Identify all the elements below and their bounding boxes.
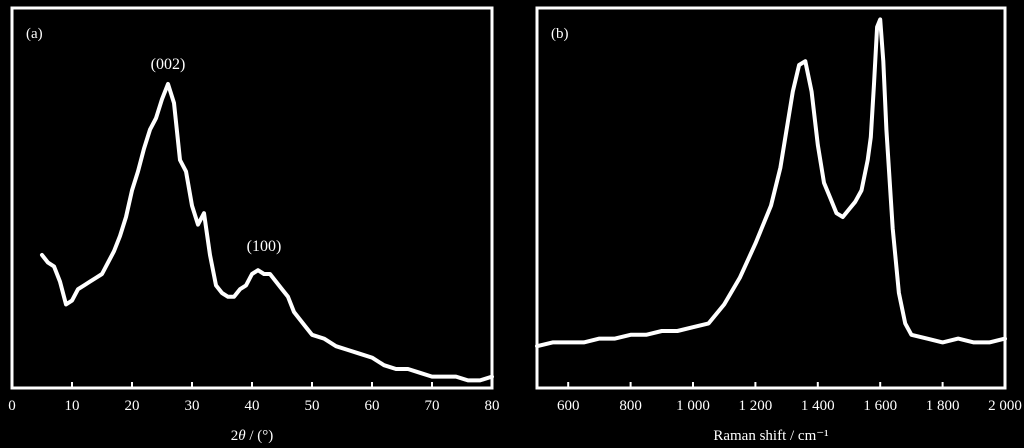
panel-a-series-line [40, 82, 494, 383]
x-axis-label-suffix: / (°) [246, 428, 274, 444]
annotation-100: (100) [247, 238, 282, 255]
panel-b-plot-frame [535, 6, 1007, 390]
x-tick-label: 1 000 [676, 398, 710, 414]
panel-b-x-axis-label: Raman shift / cm⁻¹ [713, 428, 828, 444]
panel-a-x-axis-label: 2θ / (°) [231, 428, 274, 444]
panel-b-x-ticks: 600 800 1 000 1 200 1 400 1 600 1 800 2 000 [557, 382, 1022, 414]
x-tick-label: 600 [557, 398, 580, 414]
panel-b-series-line [535, 17, 1007, 349]
x-axis-label-theta: θ [238, 428, 246, 444]
panel-b-label: (b) [551, 26, 569, 42]
panel-a-x-ticks: 0 10 20 30 40 50 60 70 80 [8, 382, 500, 414]
panel-b-raman-chart: (b) 600 800 1 000 1 200 1 400 1 600 1 800 2 000… [535, 6, 1022, 444]
x-tick-label: 30 [185, 398, 200, 414]
panel-a-label: (a) [26, 26, 43, 42]
x-tick-label: 800 [619, 398, 642, 414]
x-tick-label: 0 [8, 398, 16, 414]
x-tick-label: 60 [365, 398, 380, 414]
annotation-002: (002) [151, 56, 186, 73]
x-tick-label: 20 [125, 398, 140, 414]
x-axis-label-prefix: 2 [231, 428, 239, 444]
panel-a-xrd-chart: (a) 0 10 20 30 40 50 60 70 80 (002) (100) 2θ / (… [8, 6, 500, 444]
x-tick-label: 1 800 [926, 398, 960, 414]
x-tick-label: 1 600 [863, 398, 897, 414]
x-tick-label: 80 [485, 398, 500, 414]
x-tick-label: 40 [245, 398, 260, 414]
x-tick-label: 10 [65, 398, 80, 414]
x-tick-label: 70 [425, 398, 440, 414]
x-tick-label: 1 400 [801, 398, 835, 414]
x-tick-label: 50 [305, 398, 320, 414]
x-tick-label: 1 200 [739, 398, 773, 414]
x-tick-label: 2 000 [988, 398, 1022, 414]
